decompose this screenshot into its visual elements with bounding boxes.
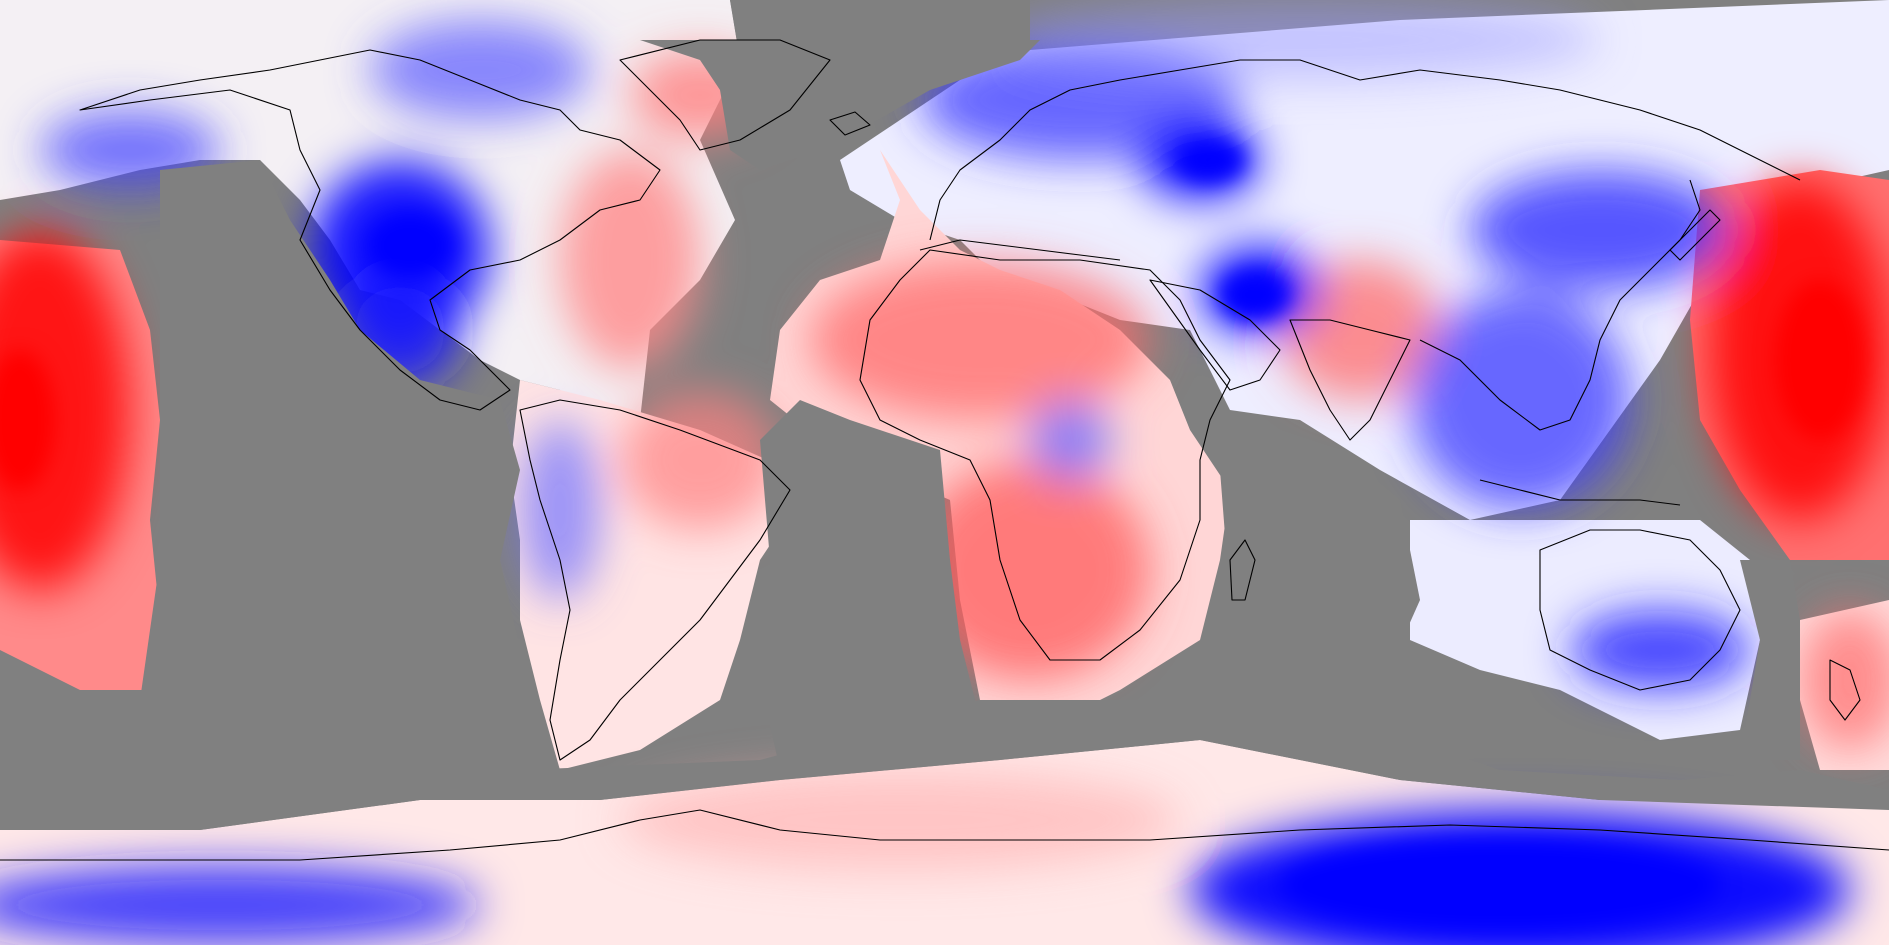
cool-anomaly-east-asia <box>1470 170 1730 290</box>
coastline-east-asia <box>1419 179 1701 431</box>
coastlines <box>0 39 1889 861</box>
coastline-north-america <box>79 49 661 411</box>
coastline-japan <box>1669 209 1721 261</box>
coastline-mediterranean <box>919 239 1121 261</box>
anomaly-cores <box>0 138 1865 930</box>
cool-core-north-america <box>365 210 455 280</box>
cool-anomaly-west-antarctica <box>0 865 480 945</box>
warm-anomaly-new-zealand <box>1800 610 1889 750</box>
coastline-new-zealand <box>1829 659 1861 721</box>
cool-anomaly-canada <box>370 20 590 120</box>
cool-core-central-asia <box>1220 270 1290 320</box>
coastline-indonesia <box>1479 479 1681 506</box>
cool-anomaly-arctic <box>1000 0 1600 80</box>
warm-core-pacific-east <box>0 350 55 490</box>
cool-core-siberia <box>1175 138 1245 182</box>
warm-anomaly-india <box>1280 260 1440 400</box>
warm-anomaly-antarctic-peninsula <box>620 770 1180 870</box>
warm-core-pacific-west <box>1775 280 1865 440</box>
coastline-arabia <box>1149 279 1281 391</box>
mask-south-pacific-east <box>1740 560 1800 760</box>
warm-anomaly-sahara <box>810 260 1150 420</box>
coastline-antarctica <box>0 809 1889 861</box>
mask-north-pacific <box>140 160 540 830</box>
cool-anomaly-central-africa <box>1030 400 1110 480</box>
coastline-australia <box>1539 529 1741 691</box>
warm-anomaly-pacific-east <box>0 230 130 590</box>
mask-indian-ocean <box>1220 430 1420 720</box>
coastline-madagascar <box>1229 539 1256 601</box>
mask-arctic-top <box>730 0 1030 80</box>
coastline-greenland <box>619 39 831 151</box>
no-data-masks <box>0 0 1889 830</box>
cool-anomaly-andes <box>520 420 600 600</box>
coastline-africa <box>859 249 1231 661</box>
warm-anomaly-atlantic <box>560 150 700 370</box>
mask-southern-ocean <box>0 700 1889 830</box>
mask-south-atlantic <box>760 400 980 770</box>
coastline-south-america <box>519 399 791 761</box>
warm-anomaly-brazil <box>620 390 780 530</box>
cool-anomaly-south-australia <box>1570 610 1750 690</box>
coastline-iceland <box>829 111 871 136</box>
warm-anomaly-south-africa <box>910 460 1150 680</box>
coastline-india <box>1289 319 1411 441</box>
coastline-europe <box>929 59 1801 241</box>
cool-anomaly-southeast-asia <box>1410 290 1630 510</box>
cool-core-antarctica <box>1280 840 1720 930</box>
